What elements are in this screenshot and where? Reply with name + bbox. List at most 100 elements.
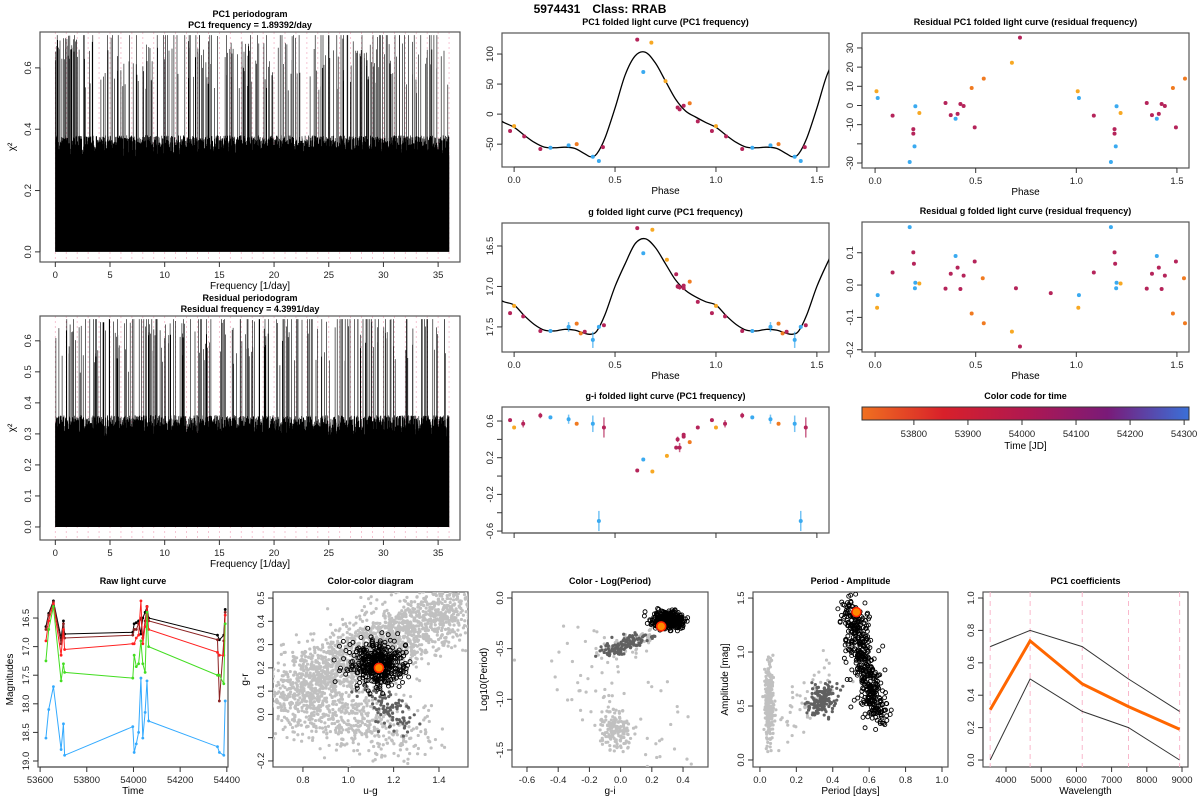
reference-star bbox=[454, 584, 457, 587]
reference-star bbox=[616, 665, 620, 669]
reference-star bbox=[596, 653, 600, 657]
reference-star-dark bbox=[382, 721, 387, 725]
reference-star bbox=[309, 721, 313, 725]
reference-star bbox=[415, 595, 419, 599]
reference-star bbox=[328, 680, 332, 684]
reference-star bbox=[317, 699, 321, 704]
reference-star bbox=[350, 673, 354, 677]
reference-rrab-star bbox=[379, 679, 385, 685]
reference-star bbox=[392, 622, 396, 626]
data-point bbox=[650, 227, 655, 232]
data-point bbox=[948, 271, 953, 276]
reference-star-dark bbox=[599, 645, 603, 649]
x-tick-label: 15 bbox=[214, 270, 225, 281]
reference-star bbox=[717, 778, 720, 781]
reference-star bbox=[374, 607, 378, 611]
x-tick-label: 0.8 bbox=[296, 775, 309, 786]
reference-star bbox=[439, 634, 444, 638]
data-point bbox=[874, 89, 879, 94]
reference-star bbox=[375, 713, 379, 717]
reference-star bbox=[330, 695, 334, 700]
reference-star bbox=[631, 650, 635, 654]
reference-star bbox=[459, 587, 462, 590]
reference-star-dark bbox=[830, 685, 834, 689]
reference-rrab-star bbox=[641, 613, 647, 619]
series-point bbox=[141, 736, 145, 740]
data-point bbox=[740, 328, 745, 333]
data-point bbox=[677, 285, 682, 290]
reference-star bbox=[384, 621, 388, 625]
reference-star bbox=[765, 703, 770, 707]
x-tick-label: 0.5 bbox=[969, 176, 982, 187]
reference-rrab-star bbox=[385, 683, 391, 689]
reference-star bbox=[766, 693, 770, 698]
x-tick-label: 1.5 bbox=[1170, 360, 1183, 371]
reference-star bbox=[291, 681, 295, 685]
series-point bbox=[131, 676, 135, 680]
reference-star bbox=[337, 708, 341, 712]
reference-star bbox=[414, 665, 418, 669]
reference-star bbox=[402, 605, 406, 609]
reference-star-dark bbox=[631, 640, 636, 645]
data-point bbox=[713, 124, 718, 129]
reference-rrab-star bbox=[349, 659, 355, 664]
y-axis-label: χ² bbox=[7, 423, 18, 432]
reference-star bbox=[405, 747, 409, 751]
reference-star bbox=[299, 672, 303, 676]
reference-star bbox=[415, 650, 420, 654]
reference-star bbox=[346, 719, 350, 723]
reference-star-dark bbox=[616, 648, 621, 652]
reference-star bbox=[402, 634, 407, 638]
reference-star bbox=[768, 707, 772, 712]
series-point bbox=[137, 633, 141, 637]
x-tick-label: 10 bbox=[159, 548, 170, 559]
reference-star bbox=[349, 636, 353, 640]
reference-star bbox=[356, 728, 361, 732]
reference-star bbox=[443, 639, 448, 643]
reference-star bbox=[286, 709, 290, 713]
reference-rrab-star bbox=[369, 637, 375, 643]
reference-rrab-star bbox=[379, 645, 385, 651]
reference-star bbox=[802, 681, 806, 685]
reference-star bbox=[255, 677, 258, 680]
reference-star bbox=[447, 627, 451, 631]
reference-star bbox=[594, 646, 598, 651]
reference-star bbox=[303, 699, 307, 703]
reference-star-dark bbox=[819, 695, 823, 699]
data-point bbox=[907, 225, 912, 230]
y-tick-label: 0.2 bbox=[485, 451, 496, 464]
reference-star bbox=[420, 657, 424, 661]
reference-star bbox=[310, 729, 314, 733]
x-tick-label: 1.0 bbox=[342, 775, 355, 786]
reference-star bbox=[296, 723, 300, 727]
y-tick-label: 0.6 bbox=[23, 334, 34, 347]
reference-star bbox=[299, 723, 303, 727]
reference-star bbox=[360, 733, 364, 737]
reference-star bbox=[767, 691, 772, 695]
data-point bbox=[1114, 280, 1119, 285]
reference-star bbox=[624, 729, 628, 733]
reference-star bbox=[324, 682, 328, 687]
reference-star bbox=[612, 730, 616, 734]
reference-star bbox=[579, 673, 583, 678]
reference-star-dark bbox=[388, 708, 392, 712]
x-tick-label: 0.0 bbox=[508, 360, 521, 371]
data-point bbox=[1173, 125, 1178, 130]
reference-star bbox=[231, 676, 234, 679]
reference-star bbox=[292, 692, 297, 696]
reference-rrab-star bbox=[400, 679, 405, 685]
series-point bbox=[145, 679, 149, 683]
reference-star bbox=[622, 732, 626, 736]
reference-star-dark bbox=[391, 715, 395, 720]
reference-star bbox=[314, 689, 319, 693]
x-tick-label: 0.4 bbox=[826, 775, 839, 786]
reference-star bbox=[431, 592, 436, 597]
reference-star bbox=[365, 618, 369, 622]
reference-star bbox=[296, 702, 300, 707]
reference-star bbox=[475, 608, 478, 611]
reference-star bbox=[308, 703, 312, 707]
data-point bbox=[1181, 276, 1186, 281]
reference-star bbox=[291, 658, 296, 662]
reference-star-dark bbox=[827, 692, 831, 696]
